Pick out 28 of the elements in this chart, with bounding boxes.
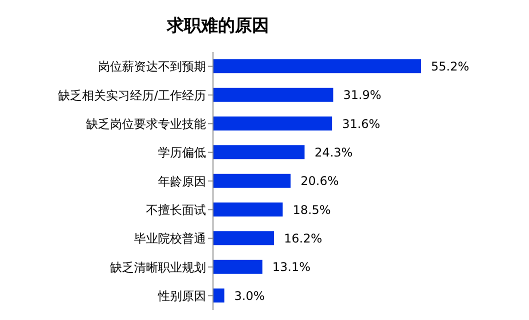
y-tick-label: 缺乏岗位要求专业技能 (86, 116, 206, 131)
bar (213, 145, 305, 160)
y-tick-label: 岗位薪资达不到预期 (98, 60, 206, 74)
y-tick-label: 学历偏低 (158, 146, 206, 160)
bar (213, 88, 334, 102)
bar (213, 174, 291, 188)
y-tick-label: 毕业院校普通 (134, 232, 206, 246)
data-label: 16.2% (284, 231, 322, 246)
y-tick-label: 缺乏相关实习经历/工作经历 (58, 88, 206, 102)
bar (213, 288, 224, 302)
bar (213, 260, 262, 274)
data-label: 31.6% (342, 116, 380, 131)
y-tick-label: 缺乏清晰职业规划 (110, 260, 206, 274)
y-tick-label: 性别原因 (157, 288, 206, 303)
y-tick-label: 年龄原因 (158, 174, 206, 188)
bar (213, 231, 274, 246)
data-label: 3.0% (234, 288, 265, 303)
bar (213, 202, 283, 216)
data-label: 13.1% (272, 260, 310, 274)
data-label: 18.5% (292, 202, 331, 217)
data-label: 55.2% (431, 59, 470, 74)
chart-title: 求职难的原因 (166, 15, 270, 37)
data-label: 31.9% (343, 88, 382, 102)
data-label: 24.3% (314, 145, 353, 160)
bar (213, 116, 332, 130)
y-tick-label: 不擅长面试 (146, 202, 206, 217)
bar (213, 59, 421, 74)
data-label: 20.6% (300, 174, 339, 188)
